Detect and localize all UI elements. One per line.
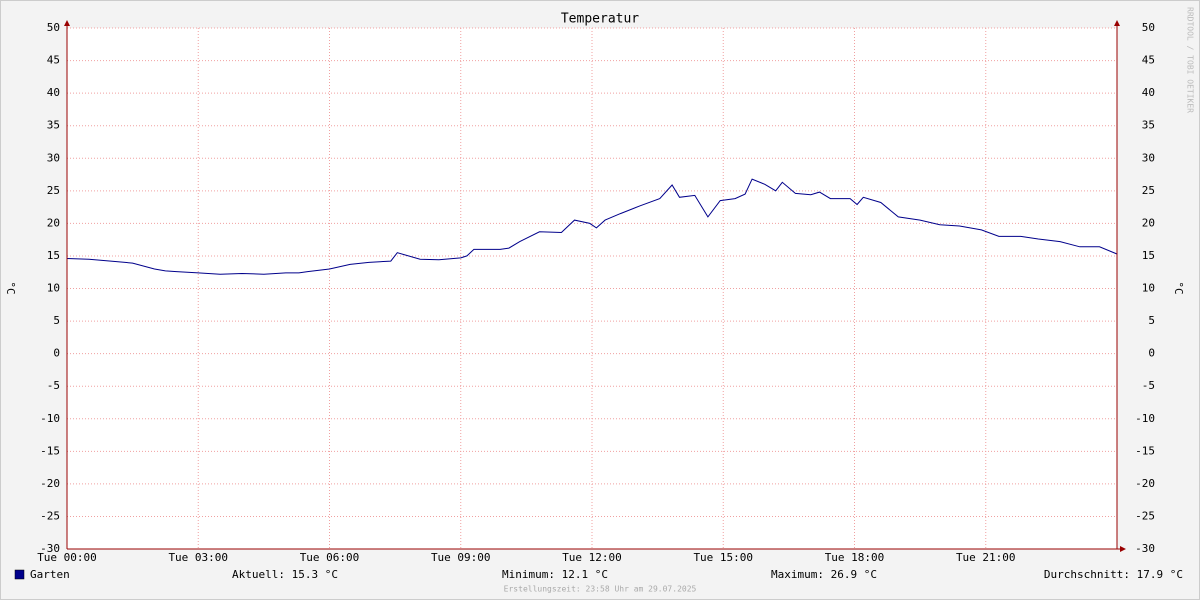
stat-label: Durchschnitt: 17.9 °C [1044, 568, 1183, 581]
y-tick-label: 15 [47, 249, 60, 262]
y2-tick-label: 35 [1142, 119, 1155, 132]
y-tick-label: 35 [47, 119, 60, 132]
y-tick-label: 20 [47, 216, 60, 229]
y-tick-label: 45 [47, 54, 60, 67]
y2-tick-label: 0 [1148, 347, 1155, 360]
stat-label: Minimum: 12.1 °C [502, 568, 608, 581]
x-tick-label: Tue 09:00 [431, 551, 491, 564]
stat-label: Aktuell: 15.3 °C [232, 568, 338, 581]
y-tick-label: 25 [47, 184, 60, 197]
chart-title: Temperatur [561, 12, 639, 27]
y2-tick-label: 5 [1148, 314, 1155, 327]
y-tick-label: -20 [40, 477, 60, 490]
x-tick-label: Tue 21:00 [956, 551, 1016, 564]
y-tick-label: 40 [47, 86, 60, 99]
y-tick-label: 0 [53, 347, 60, 360]
legend-swatch [14, 569, 25, 580]
y2-tick-label: -20 [1135, 477, 1155, 490]
y-tick-label: 5 [53, 314, 60, 327]
y-tick-label: 10 [47, 282, 60, 295]
y-axis-label: °C [4, 281, 17, 294]
y-tick-label: -5 [47, 379, 60, 392]
y2-tick-label: 30 [1142, 151, 1155, 164]
x-tick-label: Tue 03:00 [168, 551, 228, 564]
y-tick-label: 50 [47, 21, 60, 34]
y2-tick-label: -15 [1135, 444, 1155, 457]
legend-label: Garten [30, 568, 70, 581]
y-tick-label: -30 [40, 542, 60, 555]
line [66, 178, 1118, 275]
y2-tick-label: 15 [1142, 249, 1155, 262]
y2-tick-label: 50 [1142, 21, 1155, 34]
y-tick-label: -15 [40, 444, 60, 457]
x-tick-label: Tue 15:00 [693, 551, 753, 564]
stat-label: Maximum: 26.9 °C [771, 568, 877, 581]
y2-tick-label: -25 [1135, 509, 1155, 522]
y2-tick-label: 40 [1142, 86, 1155, 99]
watermark: RRDTOOL / TOBI OETIKER [1186, 7, 1195, 113]
y2-tick-label: -5 [1142, 379, 1155, 392]
y2-axis-label: °C [1172, 281, 1185, 294]
y-tick-label: 30 [47, 151, 60, 164]
y2-tick-label: 10 [1142, 282, 1155, 295]
x-tick-label: Tue 00:00 [37, 551, 97, 564]
y2-tick-label: 25 [1142, 184, 1155, 197]
footer: Erstellungszeit: 23:58 Uhr am 29.07.2025 [504, 585, 697, 594]
y2-tick-label: 20 [1142, 216, 1155, 229]
x-tick-label: Tue 12:00 [562, 551, 622, 564]
x-tick-label: Tue 18:00 [825, 551, 885, 564]
y2-tick-label: -30 [1135, 542, 1155, 555]
y2-tick-label: -10 [1135, 412, 1155, 425]
x-tick-label: Tue 06:00 [300, 551, 360, 564]
y-tick-label: -25 [40, 509, 60, 522]
y2-tick-label: 45 [1142, 54, 1155, 67]
y-tick-label: -10 [40, 412, 60, 425]
